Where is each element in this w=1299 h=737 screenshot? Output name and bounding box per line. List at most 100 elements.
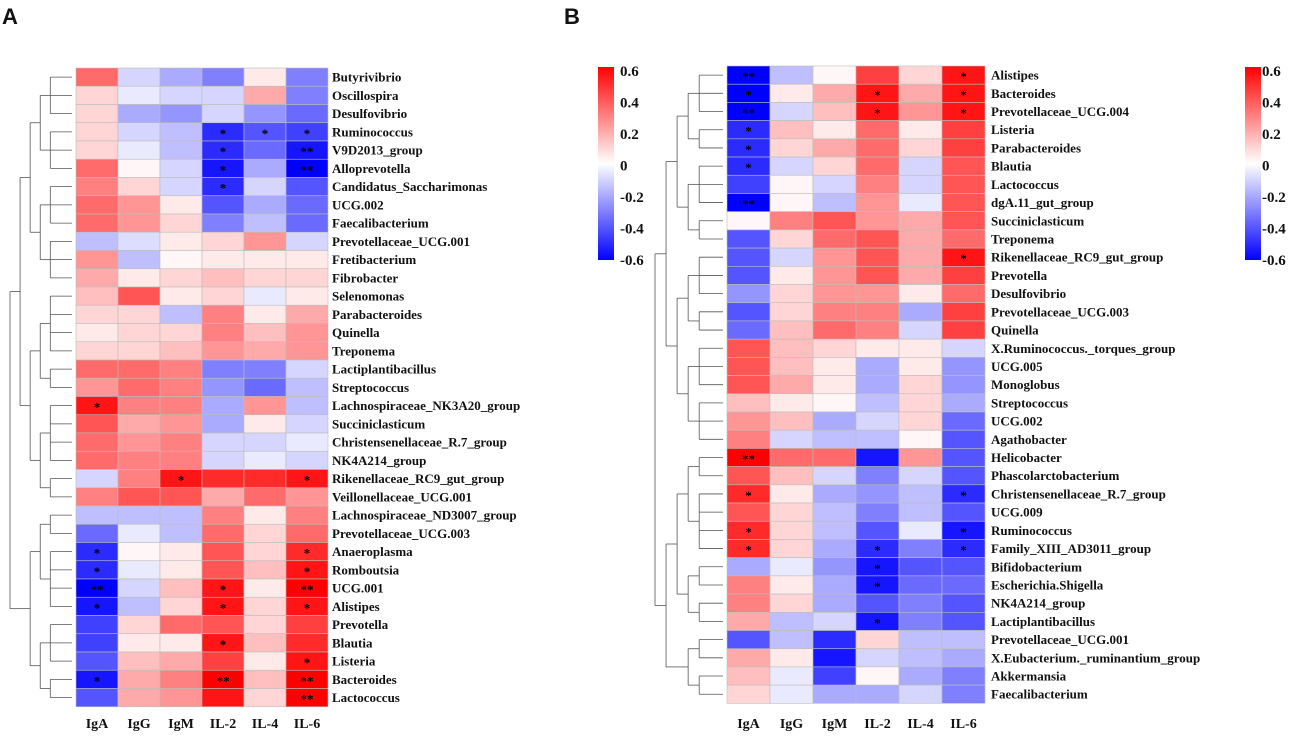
- row-label: Faecalibacterium: [332, 216, 429, 231]
- heatmap-cell: [812, 520, 857, 540]
- heatmap-cell: [201, 304, 245, 324]
- heatmap-cell: [898, 302, 943, 322]
- heatmap-cell: [726, 411, 771, 431]
- heatmap-cell: [159, 85, 203, 105]
- colorbar-tick-label: 0.6: [1262, 64, 1281, 80]
- heatmap-cell: [243, 596, 287, 616]
- heatmap-cell: [898, 211, 943, 231]
- heatmap-cell: [243, 414, 287, 434]
- heatmap-cell: [285, 67, 329, 87]
- heatmap-cell: [285, 523, 329, 543]
- heatmap-cell: [201, 432, 245, 452]
- row-label: Prevotellaceae_UCG.004: [991, 104, 1130, 119]
- heatmap-cell: [855, 338, 900, 358]
- significance-mark: *: [874, 615, 881, 630]
- heatmap-cell: [285, 213, 329, 233]
- row-label: Streptococcus: [991, 395, 1068, 410]
- heatmap-cell: [243, 542, 287, 562]
- heatmap-cell: [159, 231, 203, 251]
- heatmap-cell: [812, 411, 857, 431]
- heatmap-cell: [941, 302, 986, 322]
- heatmap-cell: [285, 268, 329, 288]
- significance-mark: **: [742, 197, 755, 212]
- heatmap-cell: [812, 357, 857, 376]
- heatmap-cell: [855, 120, 900, 140]
- column-label: IL-4: [252, 717, 278, 732]
- significance-mark: *: [874, 561, 881, 576]
- significance-mark: *: [960, 69, 967, 84]
- row-label: NK4A214_group: [991, 596, 1085, 611]
- row-label: Listeria: [991, 122, 1035, 137]
- heatmap-cell: [159, 359, 203, 379]
- heatmap-cell: [726, 247, 771, 267]
- heatmap-cell: [75, 414, 119, 434]
- heatmap-cell: [201, 231, 245, 251]
- heatmap-cell: [75, 213, 119, 233]
- significance-mark: *: [960, 251, 967, 266]
- heatmap-cell: [941, 648, 986, 668]
- heatmap-cell: [75, 177, 119, 197]
- heatmap-cell: [769, 557, 814, 577]
- heatmap-cell: [769, 539, 814, 558]
- heatmap-cell: [117, 469, 161, 489]
- heatmap-cell: [117, 85, 161, 105]
- heatmap-cell: [285, 195, 329, 215]
- heatmap-cell: [285, 432, 329, 452]
- row-label: Anaeroplasma: [332, 544, 413, 559]
- heatmap-cell: [285, 487, 329, 507]
- heatmap-cell: [75, 523, 119, 543]
- significance-mark: **: [742, 106, 755, 121]
- heatmap-cell: [898, 484, 943, 504]
- heatmap-cell: [941, 466, 986, 486]
- heatmap-cell: [898, 520, 943, 540]
- heatmap-cell: [855, 375, 900, 395]
- heatmap-cell: [898, 284, 943, 304]
- significance-mark: *: [960, 543, 967, 558]
- heatmap-cell: [769, 466, 814, 486]
- heatmap-cell: [201, 450, 245, 470]
- heatmap-cell: [243, 140, 287, 160]
- heatmap-cell: [769, 630, 814, 650]
- heatmap-cell: [769, 357, 814, 376]
- heatmap-cell: [75, 377, 119, 397]
- row-label: Rikenellaceae_RC9_gut_group: [991, 250, 1163, 265]
- row-label: Phascolarctobacterium: [991, 468, 1119, 483]
- heatmap-cell: [243, 469, 287, 489]
- heatmap-cell: [75, 286, 119, 306]
- significance-mark: **: [301, 582, 314, 597]
- heatmap-cell: [812, 448, 857, 467]
- row-labels-a: Butyrivibrio Oscillospira Desulfovibrio Rum…: [332, 70, 520, 706]
- significance-mark: **: [742, 452, 755, 467]
- heatmap-cell: [726, 557, 771, 577]
- row-label: Desulfovibrio: [332, 106, 407, 121]
- row-label: UCG.002: [991, 414, 1043, 429]
- heatmap-cell: [898, 229, 943, 249]
- heatmap-cell: [726, 593, 771, 613]
- column-label: IL-4: [907, 717, 933, 732]
- row-label: Selenomonas: [332, 289, 404, 304]
- heatmap-cell: [941, 174, 986, 194]
- heatmap-cell: [769, 393, 814, 413]
- significance-mark: *: [960, 524, 967, 539]
- heatmap-cell: [898, 593, 943, 613]
- heatmap-cell: [941, 684, 986, 704]
- heatmap-cell: [243, 359, 287, 379]
- heatmap-cell: [243, 231, 287, 251]
- row-label: Oscillospira: [332, 88, 399, 103]
- heatmap-cell: [159, 286, 203, 306]
- heatmap-cell: [769, 229, 814, 249]
- heatmap-cell: [812, 302, 857, 322]
- row-label: Blautia: [991, 159, 1032, 174]
- significance-mark: *: [960, 87, 967, 102]
- heatmap-cell: [812, 174, 857, 194]
- row-label: Prevotella: [332, 617, 389, 632]
- heatmap-cell: [75, 140, 119, 160]
- heatmap-cell: [812, 502, 857, 522]
- column-label: IL-6: [950, 717, 976, 732]
- heatmap-cell: [285, 231, 329, 251]
- significance-marks-b: ** ** * *** * ********** ** ** * ****: [742, 69, 967, 630]
- significance-marks-a: * * ** *** ***** ** ** *** * *** * **** ** ****: [91, 126, 314, 707]
- heatmap-cell: [812, 120, 857, 140]
- heatmap-cell: [898, 320, 943, 340]
- heatmap-cell: [201, 341, 245, 361]
